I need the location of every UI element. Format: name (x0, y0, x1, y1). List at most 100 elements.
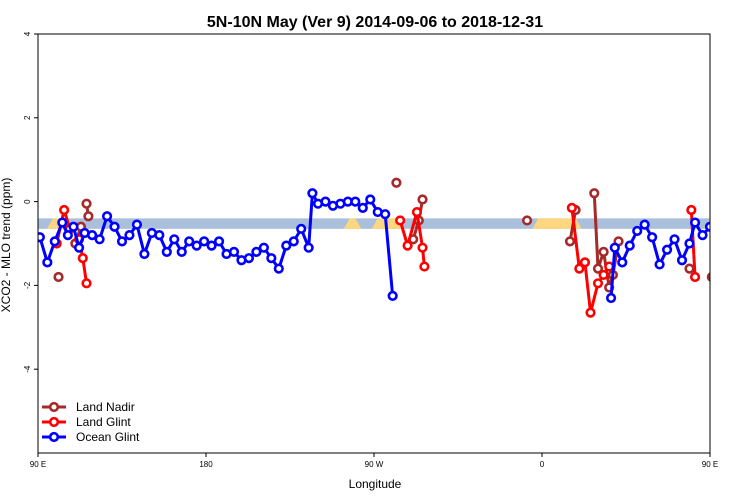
data-point (73, 242, 85, 253)
legend-item: Land Glint (42, 415, 131, 429)
data-point (624, 240, 635, 251)
y-tick-label: 2 (23, 115, 32, 120)
data-point (574, 263, 585, 274)
plot-frame (37, 33, 711, 454)
data-point (686, 204, 697, 216)
y-axis: 4 2 0 -2 -4 (23, 31, 38, 373)
data-point (59, 204, 70, 216)
data-point (57, 217, 68, 228)
data-point (387, 290, 398, 301)
data-point (411, 206, 423, 218)
x-tick-label: 90 E (702, 460, 718, 469)
data-point (288, 236, 299, 247)
data-point (742, 212, 750, 220)
data-point (81, 198, 92, 209)
data-point (734, 200, 742, 208)
data-point (712, 240, 720, 248)
data-point (729, 231, 737, 239)
data-point (723, 242, 731, 250)
x-tick-label: 180 (199, 460, 213, 469)
data-point (717, 206, 725, 214)
data-point (68, 221, 79, 232)
series-line (727, 225, 731, 246)
y-tick-label: -2 (23, 281, 32, 289)
data-point (154, 230, 165, 241)
data-point (689, 271, 701, 283)
data-point (228, 246, 240, 257)
series-layer (38, 177, 750, 318)
band-ocean (38, 218, 710, 229)
data-point (81, 278, 92, 289)
data-point (697, 230, 708, 241)
data-point (42, 257, 53, 268)
data-point (87, 230, 98, 241)
data-point (736, 280, 744, 288)
data-point (676, 255, 688, 266)
data-point (139, 248, 150, 260)
chart-title: 5N-10N May (Ver 9) 2014-09-06 to 2018-12… (207, 14, 543, 31)
legend-item: Ocean Glint (42, 430, 140, 444)
y-tick-label: 4 (23, 31, 32, 36)
data-point (734, 236, 742, 244)
data-point (647, 232, 658, 243)
data-point (734, 254, 742, 262)
data-point (521, 215, 533, 226)
data-point (124, 230, 135, 241)
x-axis-label: Longitude (349, 477, 402, 491)
data-point (380, 209, 391, 220)
data-point (730, 233, 738, 241)
series-line (734, 237, 740, 283)
data-point (320, 196, 331, 207)
x-tick-label: 0 (540, 460, 545, 469)
data-point (395, 215, 406, 226)
data-point (365, 194, 376, 205)
data-point (53, 271, 64, 283)
data-point (402, 240, 413, 251)
x-axis: 90 E 180 90 W 0 90 E (30, 453, 718, 469)
legend-marker (48, 431, 60, 443)
data-point (684, 238, 695, 249)
data-point (169, 234, 180, 245)
data-point (736, 212, 744, 220)
data-point (721, 229, 729, 237)
data-point (605, 292, 617, 304)
data-point (725, 223, 733, 231)
data-point (206, 240, 217, 251)
data-point (131, 219, 143, 230)
legend-label: Ocean Glint (76, 430, 140, 444)
data-point (684, 263, 695, 274)
legend-label: Land Nadir (76, 400, 135, 414)
data-point (77, 253, 88, 264)
data-point (391, 177, 402, 188)
series-line (738, 204, 740, 217)
data-point (592, 278, 604, 289)
series-line (716, 210, 729, 244)
data-point (714, 233, 722, 241)
data-point (589, 188, 600, 199)
data-point (191, 240, 202, 251)
data-point (609, 242, 620, 253)
data-point (357, 202, 368, 213)
data-point (617, 257, 628, 268)
x-tick-label: 90 E (30, 460, 46, 469)
data-point (661, 244, 673, 255)
legend-marker (48, 401, 60, 413)
data-point (350, 196, 361, 207)
legend-label: Land Glint (76, 415, 131, 429)
data-point (417, 242, 428, 253)
data-point (417, 194, 428, 205)
data-point (94, 234, 105, 245)
data-point (258, 242, 269, 253)
data-point (632, 225, 643, 237)
data-point (101, 211, 113, 222)
series-ocean-glint (38, 188, 750, 304)
data-point (109, 221, 120, 232)
data-point (296, 223, 307, 234)
band-land-segment (343, 218, 362, 229)
data-point (419, 261, 430, 272)
data-point (38, 232, 45, 243)
data-point (669, 234, 680, 245)
data-point (243, 253, 255, 264)
